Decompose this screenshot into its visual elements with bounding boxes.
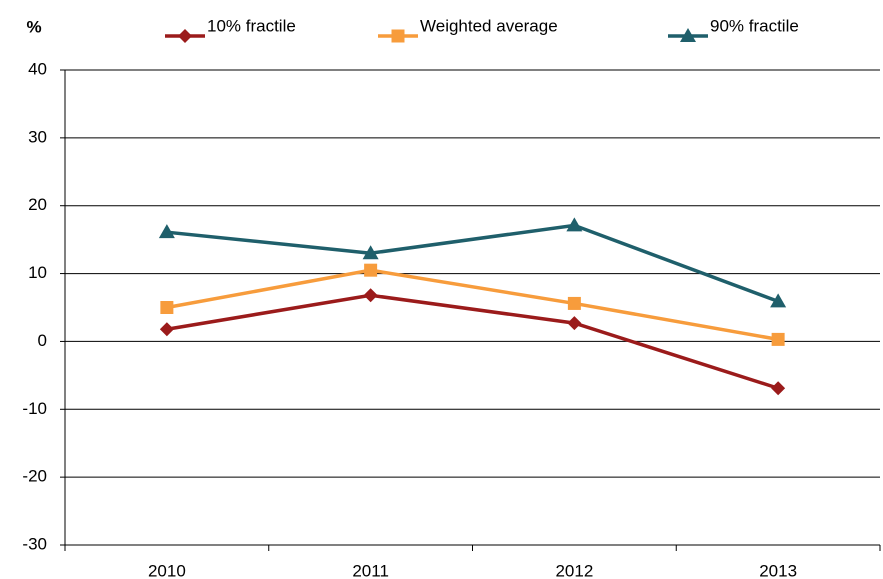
y-tick-label: -30 xyxy=(22,534,47,553)
marker xyxy=(567,296,581,310)
marker xyxy=(159,322,174,337)
y-tick-label: 30 xyxy=(28,127,47,146)
marker xyxy=(391,29,405,43)
y-tick-label: 40 xyxy=(28,59,47,78)
marker xyxy=(567,316,582,331)
y-axis-label: % xyxy=(26,17,41,36)
legend-label: 90% fractile xyxy=(710,16,799,35)
marker xyxy=(362,245,379,260)
x-tick-label: 2012 xyxy=(555,561,593,579)
marker xyxy=(363,288,378,303)
legend-label: 10% fractile xyxy=(207,16,296,35)
marker xyxy=(160,301,174,314)
legend-label: Weighted average xyxy=(420,16,558,35)
marker xyxy=(770,293,787,308)
x-tick-label: 2013 xyxy=(759,561,797,579)
marker xyxy=(158,224,175,239)
marker xyxy=(680,28,696,42)
series-line xyxy=(166,268,779,342)
y-tick-label: 20 xyxy=(28,195,47,214)
y-tick-label: -10 xyxy=(22,399,47,418)
y-tick-label: 0 xyxy=(38,331,47,350)
marker xyxy=(771,332,785,346)
x-tick-label: 2011 xyxy=(352,561,389,579)
x-tick-label: 2010 xyxy=(148,561,186,579)
marker xyxy=(364,263,378,277)
marker xyxy=(178,29,192,43)
series-line xyxy=(166,293,779,390)
y-tick-label: -20 xyxy=(22,467,47,486)
y-tick-label: 10 xyxy=(28,263,47,282)
marker xyxy=(566,217,583,232)
marker xyxy=(771,381,786,396)
series-line xyxy=(166,223,779,304)
